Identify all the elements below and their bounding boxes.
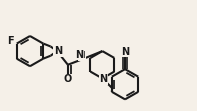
Text: N: N: [99, 74, 107, 84]
Text: N: N: [121, 47, 129, 57]
Text: O: O: [64, 74, 72, 84]
Text: N: N: [54, 46, 62, 56]
Text: F: F: [7, 36, 14, 46]
Text: H: H: [78, 52, 85, 60]
Text: N: N: [75, 50, 83, 59]
